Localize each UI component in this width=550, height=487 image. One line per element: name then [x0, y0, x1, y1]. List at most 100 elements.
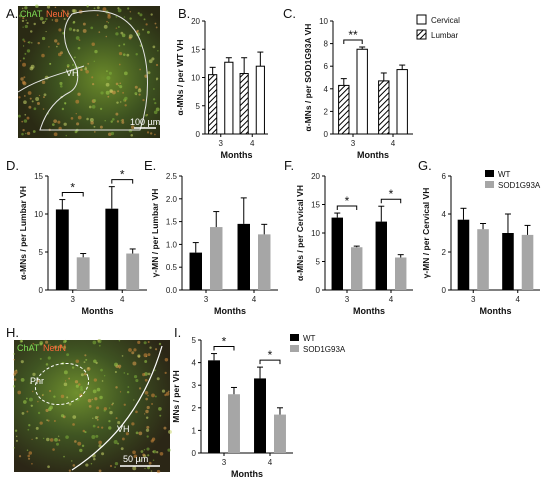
legend-c: Cervical Lumbar [416, 14, 460, 40]
sig-label-i: * [222, 335, 227, 349]
sig-bracket-f [380, 198, 402, 204]
panel-label-i: I. [174, 325, 181, 340]
x-tick-label-c: 3 [351, 139, 356, 148]
y-tick-label-c: 10 [319, 17, 328, 26]
y-tick-label-b: 5 [196, 102, 201, 111]
y-axis-label-e: γ-MN / per Lumbar VH [150, 189, 160, 278]
chart-i: 0 1 2 3 4 5 3 * 4 * Months MNs / per VH [171, 335, 293, 479]
region-phr-h: Phr [30, 376, 44, 386]
bar-e-wt-4 [237, 223, 250, 290]
legend-i: WT SOD1G93A [290, 334, 346, 354]
bar-c-cervical-4 [396, 69, 408, 135]
legend-label-sod-i: SOD1G93A [303, 345, 346, 354]
panel-label-e: E. [144, 158, 156, 173]
y-tick-label-c: 0 [324, 130, 329, 139]
bar-e-sod1g93a-4 [258, 234, 271, 290]
sig-bracket-d [61, 192, 84, 197]
x-tick-label-f: 3 [345, 295, 350, 304]
x-tick-label-b: 4 [250, 139, 255, 148]
bar-i-sod1g93a-3 [228, 394, 240, 453]
panel-label-b: B. [178, 6, 190, 21]
sig-label-d: * [120, 168, 125, 182]
x-axis-label-g: Months [480, 306, 512, 316]
bar-c-lumbar-4 [378, 80, 390, 135]
y-tick-label-c: 8 [324, 40, 329, 49]
panel-label-c: C. [283, 6, 296, 21]
bar-g-wt-4 [502, 233, 514, 290]
x-axis-label-i: Months [231, 469, 263, 479]
y-axis-label-g: γ-MN / per Cervical VH [421, 188, 431, 279]
y-tick-label-f: 10 [311, 229, 320, 238]
y-tick-label-e: 2.0 [166, 195, 178, 204]
bar-f-sod1g93a-4 [395, 257, 407, 290]
x-tick-label-e: 4 [252, 295, 257, 304]
sig-bracket-d [111, 179, 134, 184]
y-tick-label-b: 10 [191, 74, 200, 83]
legend-swatch-wt-i [290, 334, 299, 341]
legend-swatch-wt-g [485, 170, 494, 177]
x-tick-label-i: 3 [222, 458, 227, 467]
bar-g-wt-3 [457, 219, 470, 290]
y-tick-label-e: 0.0 [166, 286, 178, 295]
y-tick-label-i: 3 [192, 381, 197, 390]
stain-chat-a: ChAT [20, 9, 43, 19]
x-tick-label-b: 3 [219, 139, 224, 148]
x-tick-label-g: 4 [516, 295, 521, 304]
legend-g: WT SOD1G93A [485, 170, 541, 190]
panel-label-h: H. [6, 325, 19, 340]
legend-label-sod-g: SOD1G93A [498, 181, 541, 190]
scale-label-a: 100 µm [130, 117, 160, 127]
bar-i-wt-3 [208, 360, 220, 453]
panel-label-a: A. [6, 6, 18, 21]
y-tick-label-g: 6 [442, 172, 447, 181]
sig-label-f: * [389, 187, 394, 201]
x-tick-label-d: 3 [71, 295, 76, 304]
bar-f-wt-3 [331, 217, 343, 290]
sig-label-f: * [345, 194, 350, 208]
bar-c-lumbar-3 [338, 84, 350, 135]
x-tick-label-e: 3 [204, 295, 209, 304]
bar-d-sod1g93a-4 [126, 253, 140, 290]
sig-bracket-i [213, 346, 235, 351]
sig-bracket-f [336, 205, 358, 211]
stain-chat-h: ChAT [17, 343, 40, 353]
y-tick-label-g: 4 [442, 210, 447, 219]
x-axis-label-d: Months [82, 306, 114, 316]
y-tick-label-i: 4 [192, 359, 197, 368]
bar-e-sod1g93a-3 [210, 227, 223, 290]
x-axis-label-c: Months [357, 150, 389, 160]
x-tick-label-i: 4 [268, 458, 273, 467]
y-axis-label-c: α-MNs / per SOD1G93A VH [303, 24, 313, 132]
y-tick-label-e: 1.0 [166, 240, 178, 249]
bar-b-cervical-3 [224, 61, 234, 135]
y-tick-label-g: 0 [442, 286, 447, 295]
y-tick-label-b: 0 [196, 130, 201, 139]
y-tick-label-b: 20 [191, 17, 200, 26]
y-tick-label-f: 20 [311, 172, 320, 181]
y-tick-label-f: 5 [316, 258, 321, 267]
panel-label-f: F. [284, 158, 294, 173]
y-tick-label-g: 2 [442, 248, 447, 257]
bar-e-wt-3 [189, 252, 202, 290]
bar-f-sod1g93a-3 [351, 247, 363, 290]
bar-d-wt-4 [105, 208, 119, 290]
bar-b-cervical-4 [255, 65, 265, 135]
bar-d-wt-3 [55, 209, 69, 290]
chart-e: 0.0 0.5 1.0 1.5 2.0 2.5 3 4 Months γ-MN / per Lum… [150, 172, 278, 316]
y-axis-label-d: α-MNs / per Lumbar VH [18, 186, 28, 280]
chart-g: 0 2 4 6 3 4 Months γ-MN / per Cervical VH [421, 172, 540, 316]
y-tick-label-b: 15 [191, 45, 200, 54]
sig-bracket-i [259, 359, 281, 365]
chart-f: 0 5 10 15 20 3 * 4 * Months α-MNs / per Cervical V… [295, 172, 413, 316]
bar-d-sod1g93a-3 [76, 257, 90, 290]
bar-g-sod1g93a-4 [521, 234, 534, 290]
region-vh-h: VH [117, 424, 130, 434]
y-tick-label-i: 0 [192, 449, 197, 458]
stain-neun-a: NeuN [46, 9, 69, 19]
scale-label-h: 50 µm [123, 454, 148, 464]
legend-swatch-sod-g [485, 181, 494, 188]
y-tick-label-i: 2 [192, 404, 197, 413]
